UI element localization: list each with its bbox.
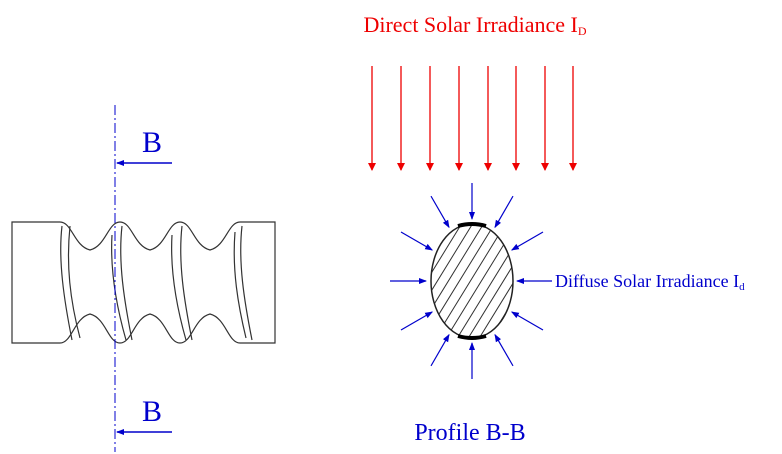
diffuse-arrow bbox=[510, 231, 544, 251]
diffuse-arrow bbox=[400, 311, 434, 331]
profile-label: Profile B-B bbox=[414, 420, 525, 446]
direct-label-subscript: D bbox=[578, 24, 587, 38]
diffuse-label-subscript: d bbox=[739, 281, 745, 293]
direct-label: Direct Solar Irradiance ID bbox=[363, 12, 586, 38]
section-mark: B bbox=[142, 395, 162, 428]
direct-arrows bbox=[368, 66, 577, 171]
diffuse-arrow bbox=[494, 333, 514, 367]
diffuse-arrow bbox=[510, 311, 544, 331]
diffuse-arrows bbox=[390, 183, 544, 379]
diffuse-arrow bbox=[400, 231, 434, 251]
diffuse-arrow bbox=[494, 195, 514, 229]
diffuse-arrow bbox=[430, 195, 450, 229]
screw bbox=[11, 221, 276, 344]
diffuse-label: Diffuse Solar Irradiance Id bbox=[555, 271, 745, 293]
direct-label-text: Direct Solar Irradiance I bbox=[363, 12, 577, 37]
diffuse-arrow bbox=[430, 333, 450, 367]
diffuse-label-text: Diffuse Solar Irradiance I bbox=[555, 271, 739, 291]
profile bbox=[430, 222, 514, 340]
section-mark: B bbox=[142, 126, 162, 159]
